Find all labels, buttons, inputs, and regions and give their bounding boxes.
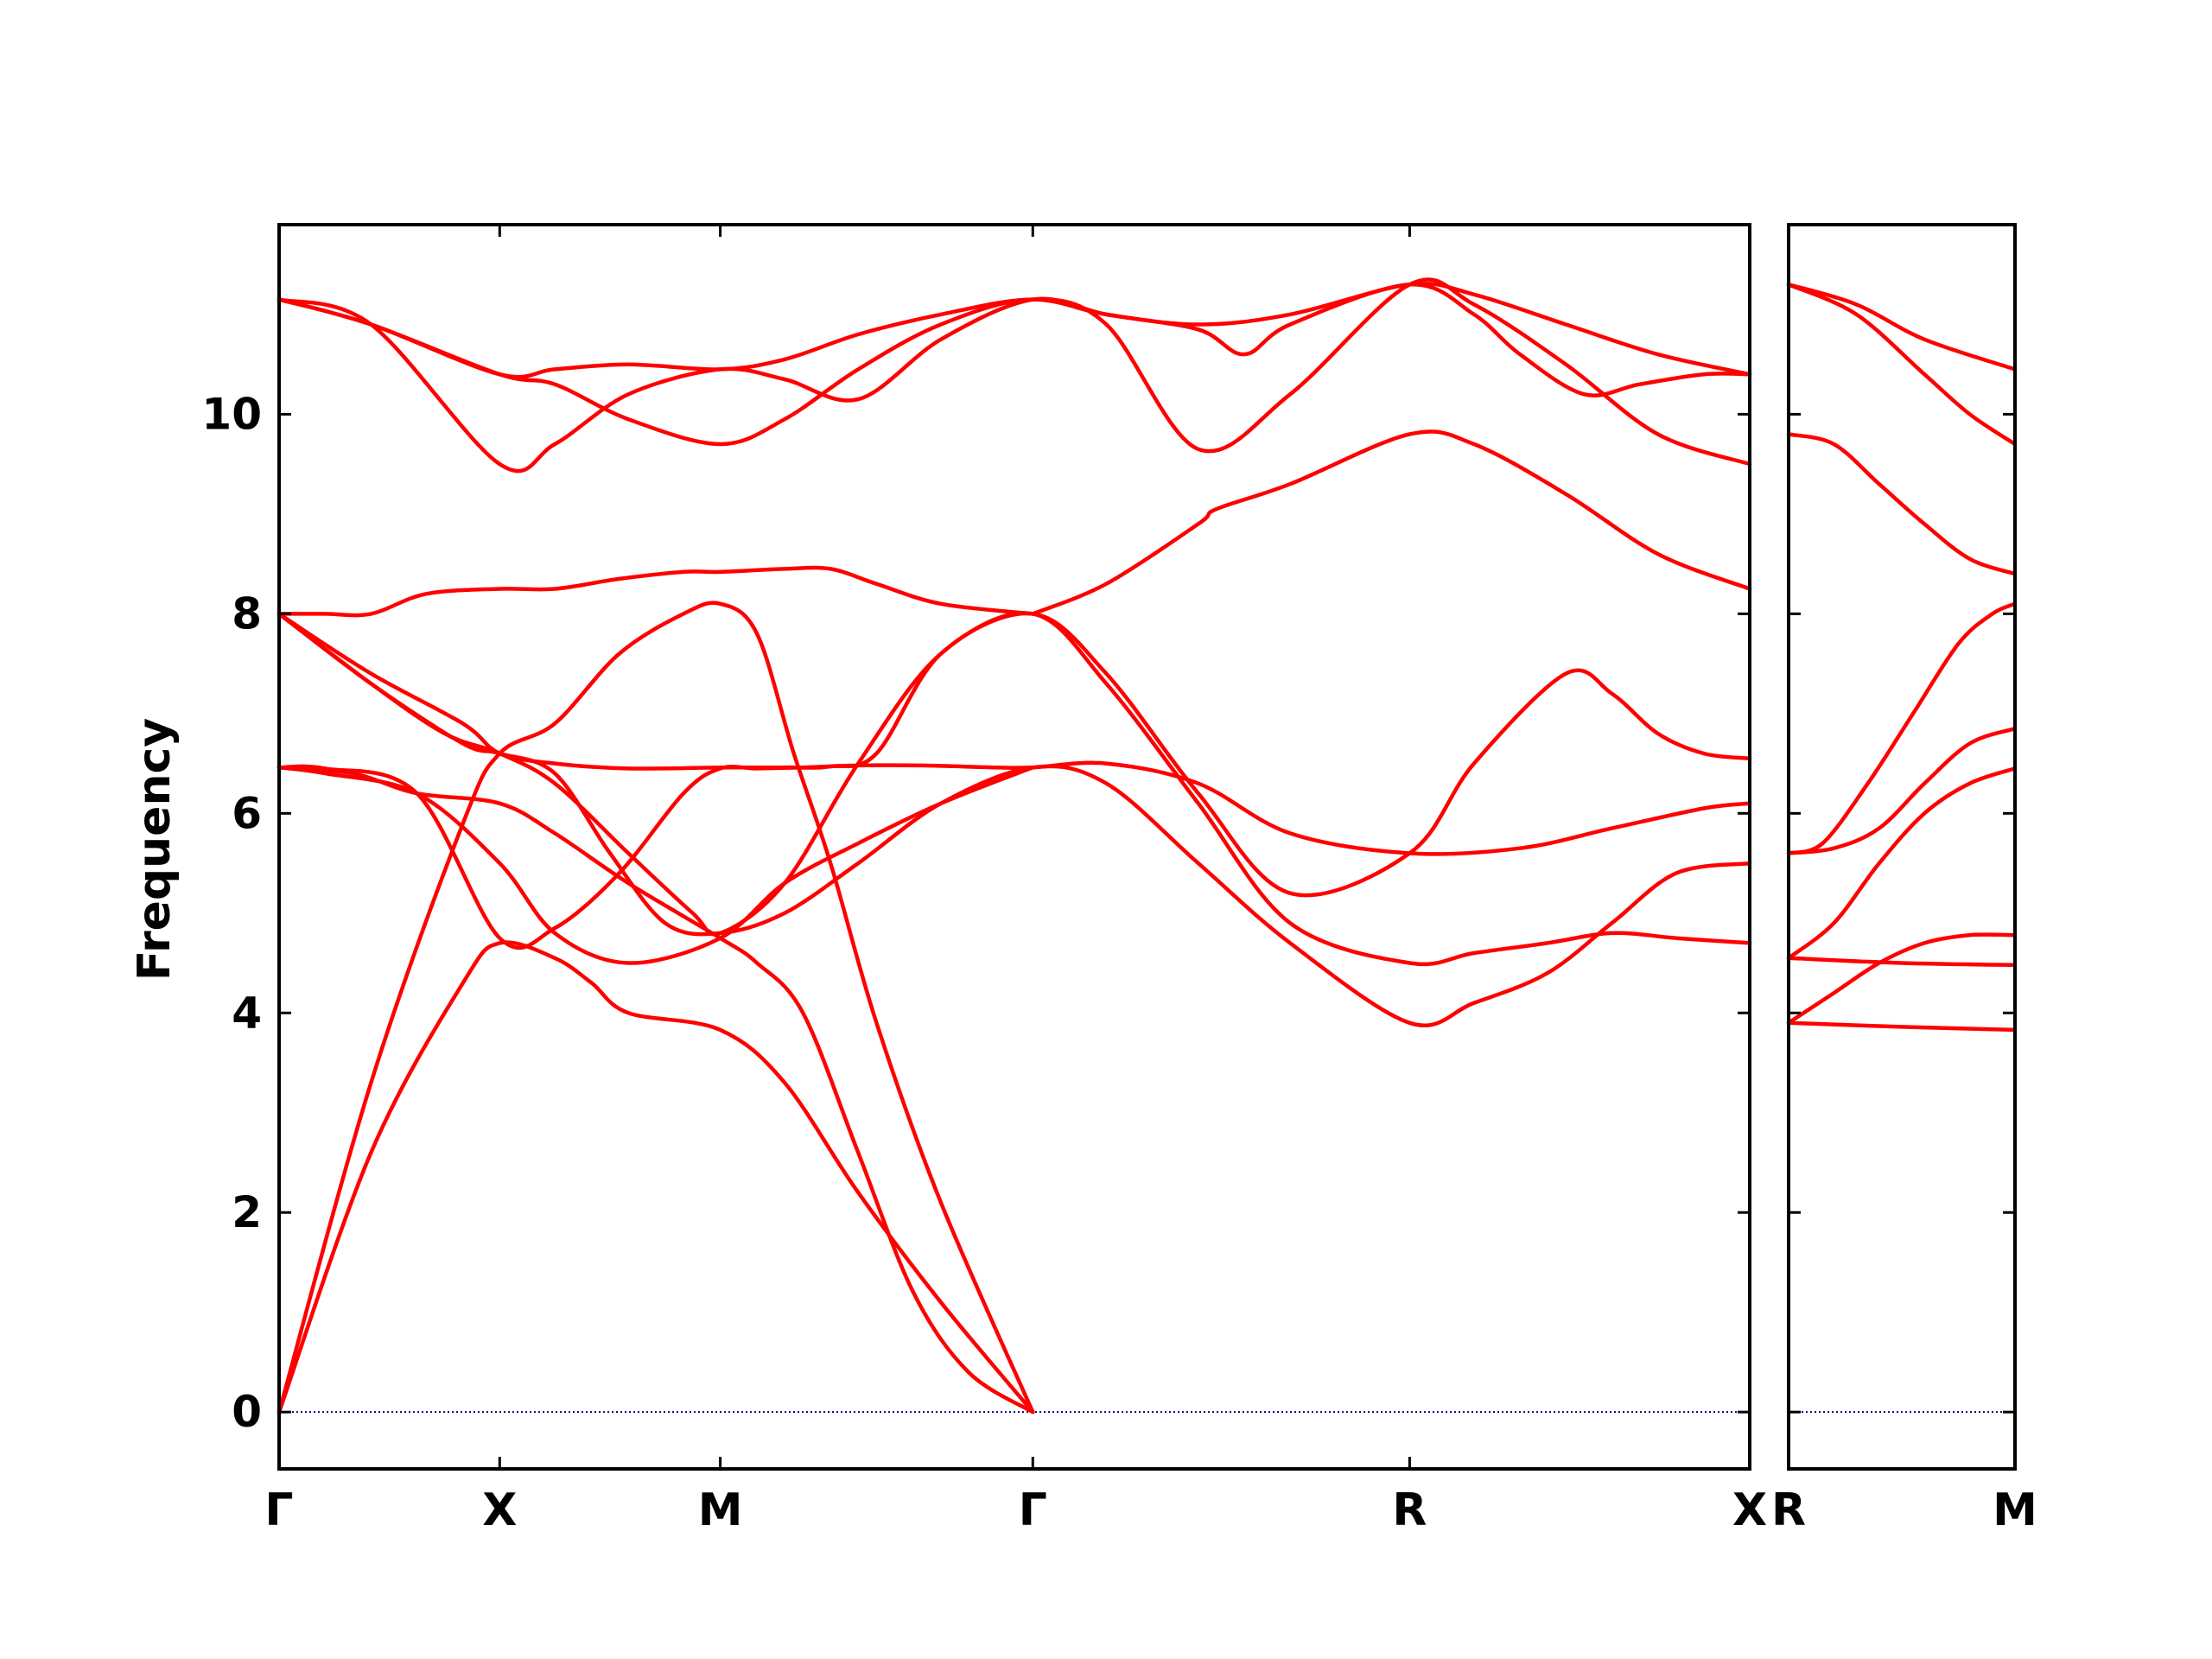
y-tick-label: 8 — [232, 588, 262, 639]
x-tick-label: M — [1993, 1484, 2037, 1536]
phonon-band-8 — [1786, 956, 2018, 968]
phonon-band-8 — [276, 611, 1752, 967]
phonon-band-4 — [276, 765, 1035, 1414]
phonon-band-7 — [276, 565, 1035, 618]
phonon-band-4 — [1786, 601, 2018, 855]
phonon-band-1 — [1786, 283, 2018, 372]
y-axis-label: Frequency — [129, 718, 181, 981]
phonon-band-6 — [1786, 766, 2018, 961]
phonon-band-12 — [276, 282, 1752, 379]
phonon-band-9 — [1786, 1020, 2018, 1033]
phonon-band-3 — [276, 765, 1035, 965]
x-tick-label: M — [698, 1484, 743, 1536]
phonon-band-1 — [276, 940, 1035, 1414]
plot-frame — [1787, 223, 2017, 1471]
x-tick-label: R — [1771, 1484, 1806, 1536]
y-tick-label: 2 — [232, 1187, 262, 1237]
phonon-band-5 — [276, 760, 1752, 950]
phonon-band-9 — [276, 611, 1752, 898]
phonon-band-7 — [1786, 932, 2018, 1026]
panel-main: 0 2 4 6 8 10 Γ X M Γ R X — [201, 223, 1767, 1536]
phonon-band-13 — [1031, 429, 1752, 616]
x-tick-label: Γ — [264, 1484, 293, 1536]
phonon-band-2 — [276, 601, 1035, 1414]
x-tick-label: R — [1392, 1484, 1427, 1536]
y-tick-label: 0 — [232, 1387, 262, 1437]
plot-frame — [277, 223, 1751, 1471]
y-tick-label: 6 — [232, 788, 262, 838]
y-tick-label: 10 — [201, 389, 262, 439]
x-tick-label: Γ — [1019, 1484, 1047, 1536]
phonon-band-2 — [1786, 283, 2018, 447]
phonon-band-11 — [276, 277, 1752, 467]
phonon-band-3 — [1786, 432, 2018, 576]
x-tick-label: X — [1732, 1484, 1767, 1536]
phonon-band-5 — [1786, 726, 2018, 855]
phonon-band-6 — [276, 612, 1752, 1028]
x-tick-label: X — [482, 1484, 517, 1536]
y-tick-label: 4 — [232, 988, 262, 1038]
